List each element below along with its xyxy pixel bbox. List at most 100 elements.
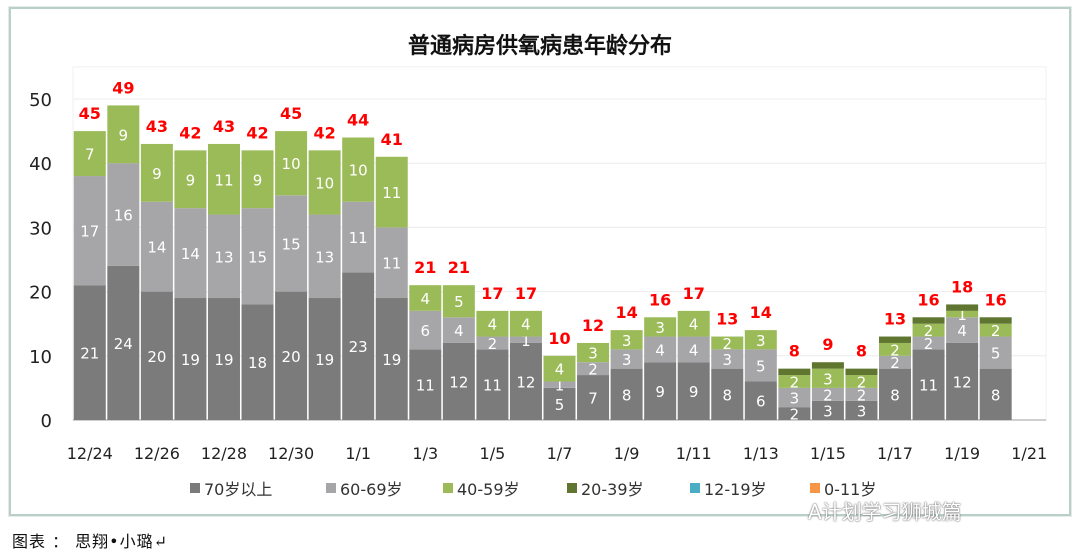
- segment-value-label: 12: [449, 373, 468, 391]
- segment-value-label: 4: [454, 322, 464, 340]
- legend-swatch: [810, 483, 820, 493]
- legend-item: 12-19岁: [690, 480, 767, 499]
- bar-segment: [946, 317, 979, 343]
- total-value-label: 16: [649, 290, 671, 309]
- segment-value-label: 11: [214, 171, 233, 189]
- bar-stack: 7 23 12: [577, 316, 610, 420]
- bar-segment: [845, 375, 878, 388]
- bar-stack: 11 24 17: [476, 284, 509, 420]
- segment-value-label: 5: [756, 357, 766, 375]
- x-tick-label: 1/5: [480, 444, 506, 463]
- segment-value-label: 12: [953, 373, 972, 391]
- bar-segment: [509, 310, 542, 337]
- segment-value-label: 11: [416, 377, 435, 395]
- segment-value-label: 19: [382, 351, 401, 369]
- bar-segment: [912, 349, 945, 420]
- bar-segment: [342, 201, 375, 273]
- bar-segment: [811, 362, 844, 369]
- bar-segment: [879, 336, 912, 343]
- total-value-label: 8: [789, 342, 800, 361]
- total-value-label: 21: [448, 258, 470, 277]
- bar-stack: 9 4 4 17: [677, 284, 710, 420]
- bar-segment: [778, 407, 811, 420]
- segment-value-label: 2: [488, 335, 498, 353]
- bar-segment: [342, 137, 375, 202]
- total-value-label: 12: [582, 316, 604, 335]
- chart-frame: [9, 7, 1071, 516]
- x-tick-label: 1/13: [743, 444, 779, 463]
- legend-item: 60-69岁: [326, 480, 403, 499]
- bar-stack: 8 33 14: [610, 303, 643, 420]
- total-value-label: 49: [112, 78, 134, 97]
- legend-swatch: [567, 483, 577, 493]
- bar-segment: [207, 214, 240, 299]
- bar-segment: [308, 150, 341, 215]
- watermark: A计划学习狮城篇: [808, 500, 962, 524]
- segment-value-label: 4: [689, 341, 699, 359]
- bar-segment: [308, 298, 341, 420]
- bar-segment: [711, 336, 744, 350]
- legend-label: 40-59岁: [457, 480, 520, 499]
- segment-value-label: 2: [722, 335, 732, 353]
- y-tick-label: 40: [29, 154, 52, 175]
- segment-value-label: 7: [588, 390, 598, 408]
- segment-value-label: 2: [823, 386, 833, 404]
- segment-value-label: 24: [114, 335, 133, 353]
- bar-segment: [912, 317, 945, 324]
- segment-value-label: 4: [655, 341, 665, 359]
- segment-value-label: 2: [857, 386, 867, 404]
- x-tick-label: 1/3: [412, 444, 438, 463]
- bar-segment: [207, 143, 240, 215]
- legend-item: 40-59岁: [443, 480, 520, 499]
- x-tick-label: 1/1: [345, 444, 371, 463]
- bar-segment: [946, 304, 979, 311]
- bar-stack: 19 14 9 42: [174, 123, 207, 420]
- bar-segment: [409, 310, 442, 350]
- total-value-label: 17: [481, 284, 503, 303]
- bar-segment: [610, 330, 643, 350]
- y-tick-label: 0: [41, 411, 52, 432]
- segment-value-label: 21: [80, 345, 99, 363]
- segment-value-label: 19: [181, 351, 200, 369]
- segment-value-label: 7: [85, 146, 95, 164]
- bar-stack: 20 14 9 43: [140, 117, 173, 420]
- bar-segment: [375, 227, 408, 299]
- legend-label: 60-69岁: [340, 480, 403, 499]
- segment-value-label: 3: [722, 351, 732, 369]
- segment-value-label: 4: [521, 316, 531, 334]
- bar-segment: [912, 336, 945, 350]
- total-value-label: 45: [280, 104, 302, 123]
- bar-segment: [845, 387, 878, 401]
- legend-swatch: [326, 483, 336, 493]
- segment-value-label: 3: [823, 370, 833, 388]
- bar-segment: [644, 362, 677, 420]
- y-tick-label: 20: [29, 283, 52, 304]
- bar-segment: [744, 381, 777, 420]
- bar-segment: [677, 310, 710, 337]
- bar-stack: 8 32 13: [711, 310, 744, 420]
- bar-segment: [275, 131, 308, 196]
- bar-segment: [241, 304, 274, 420]
- x-tick-label: 12/24: [67, 444, 113, 463]
- x-tick-label: 12/30: [268, 444, 314, 463]
- segment-value-label: 8: [890, 386, 900, 404]
- total-value-label: 43: [146, 117, 168, 136]
- bar-segment: [476, 336, 509, 350]
- bar-segment: [811, 387, 844, 401]
- bar-segment: [946, 310, 979, 318]
- total-value-label: 17: [515, 284, 537, 303]
- bar-segment: [241, 208, 274, 305]
- x-tick-label: 12/28: [201, 444, 247, 463]
- legend-item: 0-11岁: [810, 480, 876, 499]
- total-value-label: 43: [213, 117, 235, 136]
- bar-stack: 323 9: [811, 335, 844, 420]
- legend-label: 0-11岁: [824, 480, 876, 499]
- segment-value-label: 9: [253, 171, 263, 189]
- bar-segment: [409, 285, 442, 311]
- segment-value-label: 1: [555, 377, 565, 395]
- segment-value-label: 16: [114, 207, 133, 225]
- bar-segment: [308, 214, 341, 299]
- segment-value-label: 3: [622, 351, 632, 369]
- segment-value-label: 10: [315, 174, 334, 192]
